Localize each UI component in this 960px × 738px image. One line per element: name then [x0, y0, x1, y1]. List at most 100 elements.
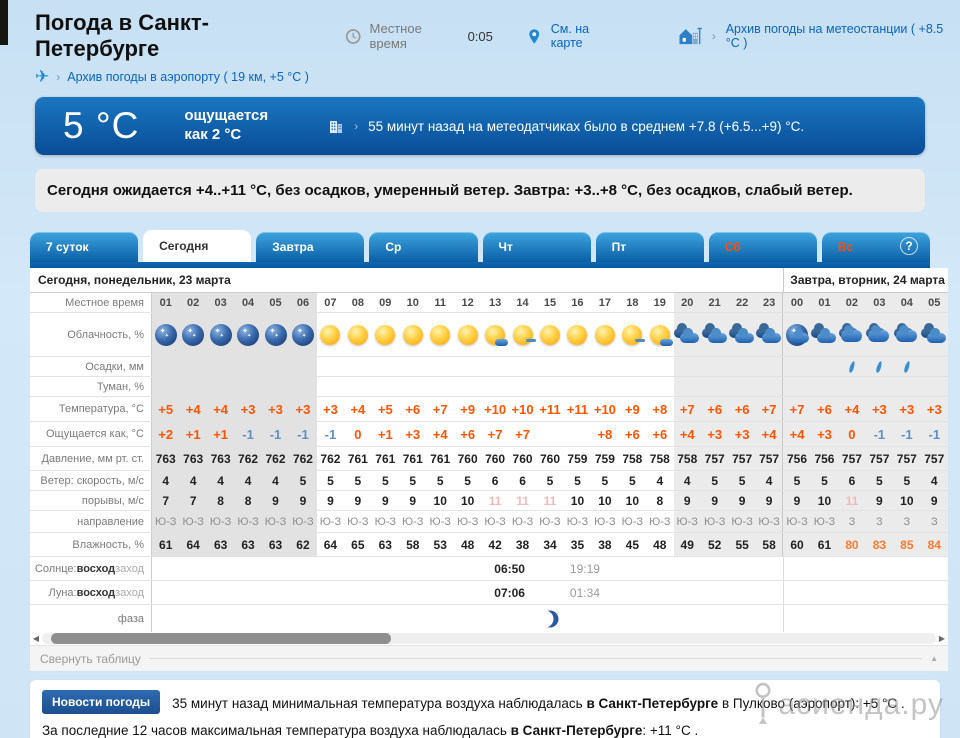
humidity-row: Влажность, % 61 64 63 63 63 62 64 65 63 58 53 48 42 38…	[30, 533, 948, 557]
humidity-row-cell: 85	[893, 533, 921, 556]
scroll-right-arrow[interactable]: ▶	[938, 634, 946, 643]
wind-gusts-row-cell: 9	[865, 491, 894, 510]
help-icon[interactable]: ?	[900, 237, 918, 255]
tab-Чт[interactable]: Чт	[482, 232, 591, 262]
fog-row-cell	[234, 377, 262, 396]
wind-speed-row-cell: 6	[481, 471, 509, 490]
tab-7 суток[interactable]: 7 суток	[30, 232, 139, 262]
scrollbar-thumb[interactable]	[50, 633, 391, 644]
scrollbar-track[interactable]	[42, 633, 936, 644]
temperature-row-cell: +6	[810, 397, 839, 421]
sun-icon	[537, 322, 563, 348]
time-row-cell: 04	[234, 293, 262, 312]
airport-archive-link[interactable]: Архив погоды в аэропорту ( 19 км, +5 °C …	[67, 69, 309, 84]
pressure-row-cell: 758	[673, 447, 701, 470]
precipitation-row-cell	[618, 357, 647, 376]
wind-gusts-row-cell: 10	[893, 491, 921, 510]
humidity-row-cell: 38	[508, 533, 537, 556]
sensors-text: 55 минут назад на метеодатчиках было в с…	[368, 118, 805, 134]
fog-row-cell	[728, 377, 756, 396]
temperature-row-cell: +11	[563, 397, 592, 421]
humidity-row-cell: 63	[371, 533, 400, 556]
wind-gusts-row-cell: 9	[344, 491, 372, 510]
wind-direction-row-cell: Ю-З	[810, 511, 839, 532]
precipitation-row-cell	[481, 357, 509, 376]
tab-Вс[interactable]: Вс?	[821, 232, 930, 262]
cloudiness-row-cell	[508, 313, 537, 356]
precipitation-row-cell	[426, 357, 454, 376]
wind-direction-row-cell: Ю-З	[453, 511, 482, 532]
scroll-left-arrow[interactable]: ◀	[32, 634, 40, 643]
tab-Сегодня[interactable]: Сегодня	[143, 230, 252, 262]
raindrop-icon	[875, 360, 884, 374]
humidity-row-cell: 55	[728, 533, 756, 556]
wind-direction-row-cell: З	[865, 511, 894, 532]
wind-gusts-row-cell: 11	[508, 491, 537, 510]
feels-like-row-cell: -1	[893, 422, 921, 446]
feels-like-row-cell	[563, 422, 592, 446]
fog-row-cell	[508, 377, 537, 396]
chevron-right-icon: ›	[711, 29, 716, 43]
time-row-cell: 04	[893, 293, 921, 312]
wind-gusts-row-cell: 10	[618, 491, 647, 510]
station-archive-link[interactable]: Архив погоды на метеостанции ( +8.5 °C )	[725, 22, 944, 50]
tab-Ср[interactable]: Ср	[369, 232, 478, 262]
tab-Пт[interactable]: Пт	[595, 232, 704, 262]
pressure-row-cell: 762	[316, 447, 345, 470]
temperature-row-cell: +7	[783, 397, 811, 421]
cloud-rain-icon	[893, 322, 920, 348]
temperature-row-cell: +9	[453, 397, 482, 421]
precipitation-row-cell	[179, 357, 207, 376]
sunrise-row-values: 06:50 19:19	[152, 557, 948, 580]
wind-direction-row-cell: Ю-З	[783, 511, 811, 532]
cloudiness-row-cell	[399, 313, 427, 356]
night-clouds-icon	[701, 322, 728, 348]
wind-gusts-row-cell: 9	[289, 491, 317, 510]
feels-like-row-cell: -1	[865, 422, 894, 446]
humidity-row-cell: 63	[261, 533, 290, 556]
feels-like-row-cell: +6	[646, 422, 674, 446]
time-row-cell: 08	[344, 293, 372, 312]
temperature-row-cell: +5	[152, 397, 180, 421]
tab-label: Завтра	[272, 240, 314, 254]
wind-direction-row-cell: Ю-З	[563, 511, 592, 532]
wind-gusts-row-label: порывы, м/с	[30, 491, 152, 510]
precipitation-row-cell	[563, 357, 592, 376]
temperature-row-cell: +6	[700, 397, 729, 421]
chevron-right-icon: ›	[354, 119, 359, 133]
feels-like-row-cell: +3	[399, 422, 427, 446]
cloudiness-row-cell	[810, 313, 839, 356]
tab-bar: 7 суток Сегодня Завтра Ср Чт Пт Сб Вс?	[30, 230, 930, 262]
cloudiness-row-cell	[646, 313, 674, 356]
feels-like-row-cell: -1	[289, 422, 317, 446]
night-clouds-icon	[756, 322, 782, 348]
cloudiness-row-cell	[865, 313, 894, 356]
tab-label: Сегодня	[159, 239, 209, 253]
temperature-row-cell: +10	[508, 397, 537, 421]
sensors-note: › 55 минут назад на метеодатчиках было в…	[328, 118, 804, 134]
cloudiness-row-cell	[426, 313, 454, 356]
collapse-table-button[interactable]: Свернуть таблицу ▲	[30, 646, 948, 671]
time-row-cell: 10	[399, 293, 427, 312]
feels-like-row-cell: +8	[591, 422, 619, 446]
sunrise-row: Солнце: восход заход 06:50 19:19	[30, 557, 948, 581]
wind-gusts-row-cell: 10	[810, 491, 839, 510]
cloudiness-row-cell: ✦ ✦	[234, 313, 262, 356]
weather-news-box: Новости погоды 35 минут назад минимальна…	[30, 680, 940, 738]
tab-Завтра[interactable]: Завтра	[256, 232, 365, 262]
wind-speed-row-cell: 4	[179, 471, 207, 490]
cloudiness-row-cell	[893, 313, 921, 356]
tab-Сб[interactable]: Сб	[708, 232, 817, 262]
wind-gusts-row-cell: 10	[426, 491, 454, 510]
wind-gusts-row-cell: 8	[646, 491, 674, 510]
fog-row-cell	[289, 377, 317, 396]
fog-row-cell	[426, 377, 454, 396]
map-link[interactable]: См. на карте	[550, 22, 590, 50]
wind-direction-row-cell: Ю-З	[371, 511, 400, 532]
pressure-row-cell: 758	[646, 447, 674, 470]
page-title: Погода в Санкт-Петербурге	[35, 10, 210, 61]
wind-gusts-row-cell: 10	[453, 491, 482, 510]
pressure-row-cell: 759	[563, 447, 592, 470]
today-date: Сегодня, понедельник, 23 марта	[38, 273, 231, 287]
time-row-cell: 09	[371, 293, 400, 312]
